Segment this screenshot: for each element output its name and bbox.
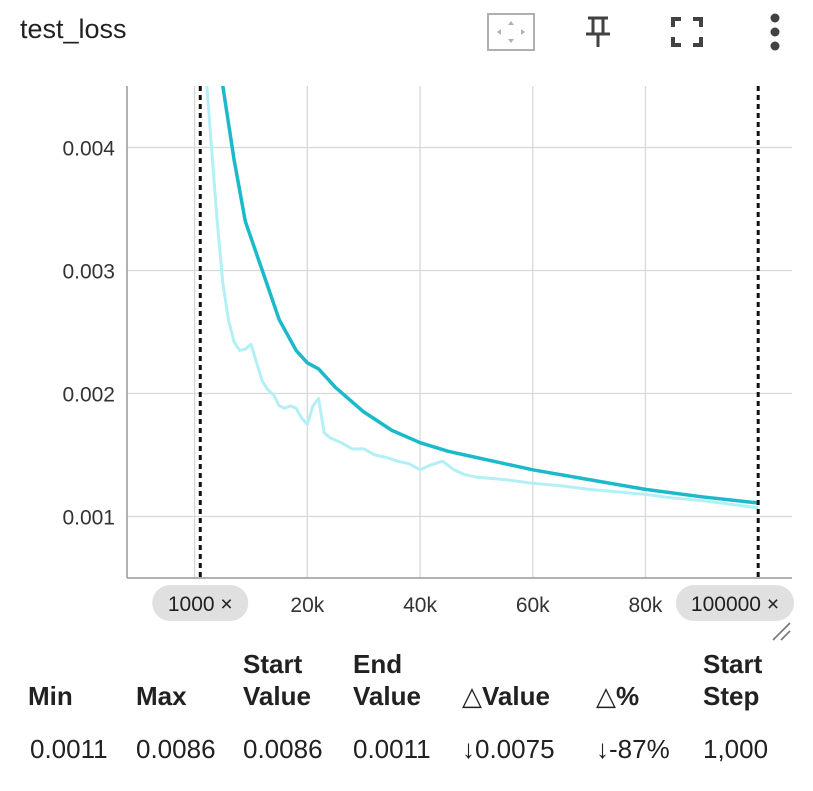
line-chart[interactable]: 1000 × 100000 × 0.001 0.002 0.003 0.004 20k 40… [0,0,813,650]
range-markers[interactable]: 1000 × 100000 × [152,86,794,621]
y-tick-label: 0.002 [62,384,115,407]
chart-axes [126,86,792,579]
stats-header: △% [596,681,640,711]
more-options-button[interactable] [750,10,800,54]
x-tick-label: 20k [290,594,324,617]
chip-label: 100000 × [691,593,779,616]
x-tick-label: 40k [403,594,437,617]
stats-value: ↓-87% [596,734,670,764]
more-vert-icon [770,13,780,51]
chart-lines [205,86,759,510]
fit-domain-button[interactable] [486,10,536,54]
stats-value: 1,000 [703,734,769,764]
range-marker-chip[interactable]: 100000 × [676,585,794,621]
smoothed-series-line [220,86,759,505]
chart-title: test_loss [20,14,127,44]
range-marker-chip[interactable]: 1000 × [152,585,249,621]
stats-value: 0.0086 [136,734,216,764]
tick-labels: 0.001 0.002 0.003 0.004 20k 40k 60k 80k [62,138,662,618]
stats-header: Start Value [243,649,311,711]
stats-value: 0.0086 [243,734,323,764]
stats-value: ↓0.0075 [462,734,555,764]
raw-series-line [205,86,759,510]
chart-grid [127,86,792,578]
chip-background [676,585,794,621]
fit-to-domain-icon [487,13,535,51]
fullscreen-button[interactable] [662,10,712,54]
y-tick-label: 0.001 [62,507,115,530]
y-tick-label: 0.004 [62,138,115,161]
stats-value: 0.0011 [30,734,108,764]
pin-icon [586,16,610,47]
fullscreen-icon [671,17,703,47]
resize-handle-icon[interactable] [772,622,791,641]
x-tick-label: 80k [629,594,663,617]
chip-label: 1000 × [168,593,233,616]
stats-header: Start Step [703,649,763,711]
stats-header: Min [28,681,73,711]
pin-button[interactable] [573,10,623,54]
stats-header: △Value [462,681,550,711]
chip-background [152,585,249,621]
y-tick-label: 0.003 [62,261,115,284]
x-tick-label: 60k [516,594,550,617]
stats-value: 0.0011 [353,734,431,764]
stats-header: End Value [353,649,421,711]
stats-header: Max [136,681,187,711]
